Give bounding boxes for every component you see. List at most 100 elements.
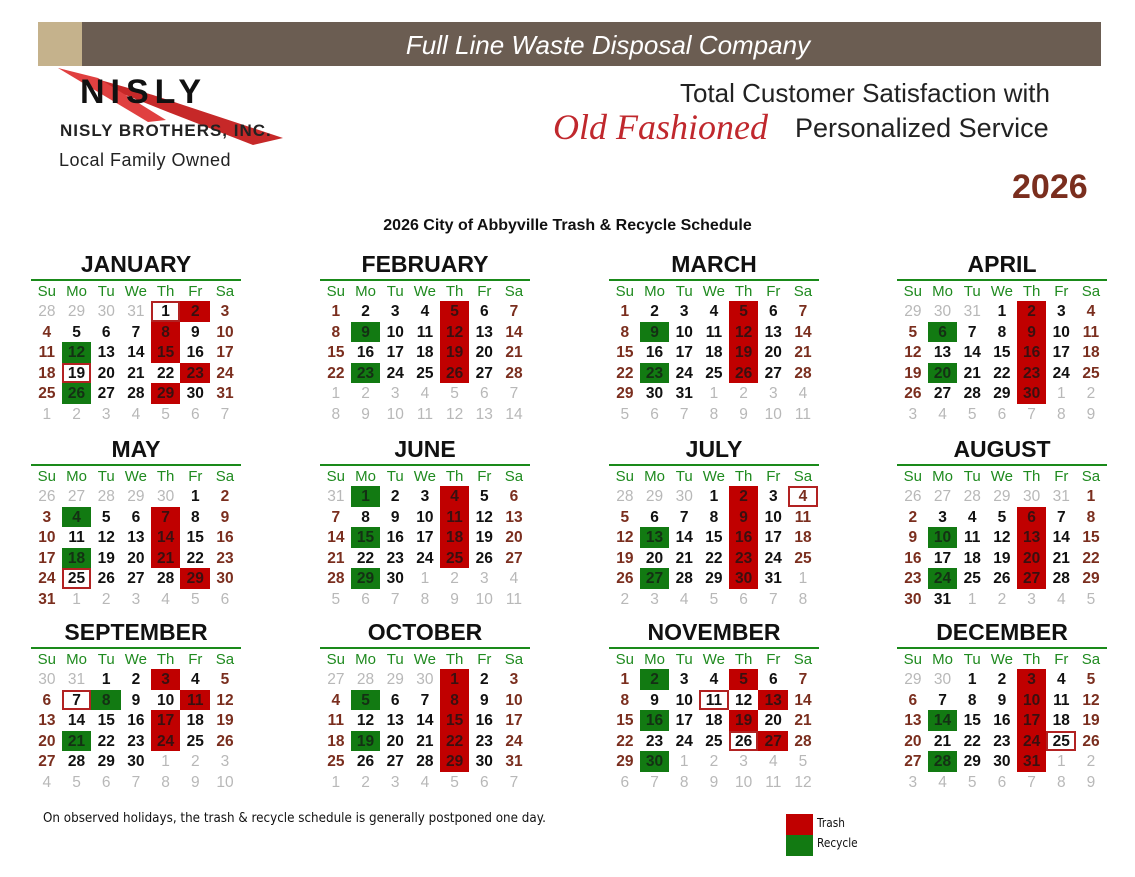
other-month-day: 28 bbox=[963, 488, 981, 505]
holiday-day: 19 bbox=[61, 362, 92, 384]
weekday-header: Th bbox=[156, 651, 175, 668]
day-cell: 18 bbox=[1082, 344, 1100, 362]
day-cell: 6 bbox=[390, 691, 400, 709]
day-cell: 21 bbox=[505, 344, 523, 362]
day-cell: 28 bbox=[156, 570, 175, 588]
other-month-day: 3 bbox=[908, 405, 918, 423]
month-days: Su Mo Tu We Th Fr Sa 1 2 3 4 5 6 7 8 9 10 11 12 13 14 15 16 17 1… bbox=[321, 281, 530, 425]
day-cell: 19 bbox=[1082, 712, 1100, 730]
day-cell: 5 bbox=[1086, 671, 1096, 688]
day-cell: 22 bbox=[616, 732, 634, 750]
weekday-header: We bbox=[990, 651, 1014, 668]
day-cell: 31 bbox=[933, 590, 952, 608]
recycle-day: 2 bbox=[639, 669, 670, 690]
recycle-day: 19 bbox=[350, 730, 381, 752]
weekday-header: We bbox=[413, 283, 437, 300]
day-cell: 22 bbox=[156, 364, 175, 382]
other-month-day: 4 bbox=[1056, 590, 1066, 608]
other-month-day: 9 bbox=[709, 773, 719, 791]
other-month-day: 30 bbox=[97, 303, 115, 320]
day-cell: 3 bbox=[938, 508, 947, 526]
other-month-day: 2 bbox=[1086, 385, 1096, 403]
other-month-day: 8 bbox=[798, 590, 808, 608]
other-month-day: 12 bbox=[794, 773, 812, 791]
other-month-day: 2 bbox=[361, 773, 370, 791]
month-title: OCTOBER bbox=[367, 619, 483, 645]
day-cell: 23 bbox=[475, 732, 493, 750]
day-cell: 12 bbox=[734, 691, 753, 709]
day-cell: 11 bbox=[38, 344, 56, 362]
day-cell: 14 bbox=[505, 323, 523, 341]
other-month-day: 3 bbox=[479, 570, 489, 588]
day-cell: 29 bbox=[993, 385, 1011, 403]
day-cell: 11 bbox=[1053, 691, 1070, 709]
month-days: Su Mo Tu We Th Fr Sa 1 2 3 4 5 6 7 8 9 10 11 12 13 14 15 16 17 1… bbox=[610, 281, 819, 425]
other-month-day: 5 bbox=[450, 773, 459, 791]
day-cell: 20 bbox=[764, 712, 782, 730]
day-cell: 17 bbox=[216, 344, 234, 362]
other-month-day: 5 bbox=[72, 773, 81, 791]
weekday-header: Su bbox=[37, 468, 57, 485]
recycle-day: 23 bbox=[350, 362, 381, 384]
day-cell: 1 bbox=[967, 671, 977, 688]
day-cell: 12 bbox=[475, 508, 493, 526]
other-month-day: 2 bbox=[620, 590, 630, 608]
other-month-day: 5 bbox=[1086, 590, 1096, 608]
day-cell: 6 bbox=[768, 303, 778, 320]
weekday-header: Tu bbox=[97, 651, 115, 668]
weekday-header: Sa bbox=[793, 651, 813, 668]
day-cell: 9 bbox=[997, 691, 1007, 709]
other-month-day: 7 bbox=[679, 405, 689, 423]
weekday-header: Sa bbox=[504, 468, 524, 485]
day-cell: 16 bbox=[904, 549, 922, 567]
day-cell: 2 bbox=[220, 488, 230, 505]
day-cell: 27 bbox=[127, 570, 145, 588]
day-cell: 29 bbox=[1082, 570, 1100, 588]
month-august: AUGUST Su Mo Tu We Th Fr Sa 26 27 28 29 30 31 1 2 3 4 5 6 7 8… bbox=[897, 435, 1107, 610]
day-cell: 25 bbox=[186, 732, 204, 750]
day-cell: 24 bbox=[675, 364, 693, 382]
other-month-day: 29 bbox=[993, 488, 1011, 505]
day-cell: 25 bbox=[416, 364, 434, 382]
other-month-day: 2 bbox=[190, 753, 200, 771]
day-cell: 27 bbox=[904, 753, 922, 771]
day-cell: 1 bbox=[331, 303, 341, 320]
weekday-header: Th bbox=[445, 283, 464, 300]
day-cell: 16 bbox=[216, 529, 234, 547]
day-cell: 22 bbox=[327, 364, 345, 382]
company-name: NISLY BROTHERS, INC. bbox=[60, 121, 272, 140]
recycle-day: 23 bbox=[639, 362, 670, 384]
day-cell: 14 bbox=[1052, 529, 1070, 547]
day-cell: 28 bbox=[327, 570, 345, 588]
weekday-header: Fr bbox=[188, 468, 203, 485]
other-month-day: 6 bbox=[739, 590, 748, 608]
weekday-header: Sa bbox=[1081, 651, 1101, 668]
month-march: MARCH Su Mo Tu We Th Fr Sa 1 2 3 4 5 6 7 8 9 10 11 12 13 14 15… bbox=[609, 250, 819, 425]
day-cell: 21 bbox=[127, 364, 145, 382]
other-month-day: 2 bbox=[101, 590, 111, 608]
day-cell: 17 bbox=[38, 549, 56, 567]
month-title: APRIL bbox=[967, 251, 1037, 277]
other-month-day: 29 bbox=[645, 488, 664, 505]
other-month-day: 5 bbox=[190, 590, 200, 608]
month-days: Su Mo Tu We Th Fr Sa 29 30 1 2 3 4 5 6 7 8 9 10 11 12 13 14 15 1… bbox=[898, 649, 1107, 793]
weekday-header: We bbox=[990, 283, 1014, 300]
other-month-day: 8 bbox=[420, 590, 430, 608]
month-days: Su Mo Tu We Th Fr Sa 1 2 3 4 5 6 7 8 9 10 11 12 13 14 15 16 17 1… bbox=[610, 649, 819, 793]
day-cell: 7 bbox=[798, 671, 808, 688]
other-month-day: 30 bbox=[156, 488, 175, 505]
day-cell: 28 bbox=[963, 385, 981, 403]
day-cell: 2 bbox=[479, 671, 489, 688]
day-cell: 10 bbox=[216, 323, 234, 341]
other-month-day: 9 bbox=[361, 405, 370, 423]
weekday-header: Mo bbox=[644, 651, 665, 668]
other-month-day: 6 bbox=[220, 590, 230, 608]
other-month-day: 8 bbox=[1056, 405, 1066, 423]
weekday-header: Su bbox=[903, 651, 923, 668]
other-month-day: 10 bbox=[386, 405, 404, 423]
recycle-day: 21 bbox=[61, 730, 92, 752]
month-may: MAY Su Mo Tu We Th Fr Sa 26 27 28 29 30 1 2 3 4 5 6 7 8 9 10 11… bbox=[31, 435, 241, 610]
weekday-header: Tu bbox=[97, 283, 115, 300]
trash-day: 16 bbox=[728, 527, 759, 548]
day-cell: 3 bbox=[220, 303, 230, 320]
